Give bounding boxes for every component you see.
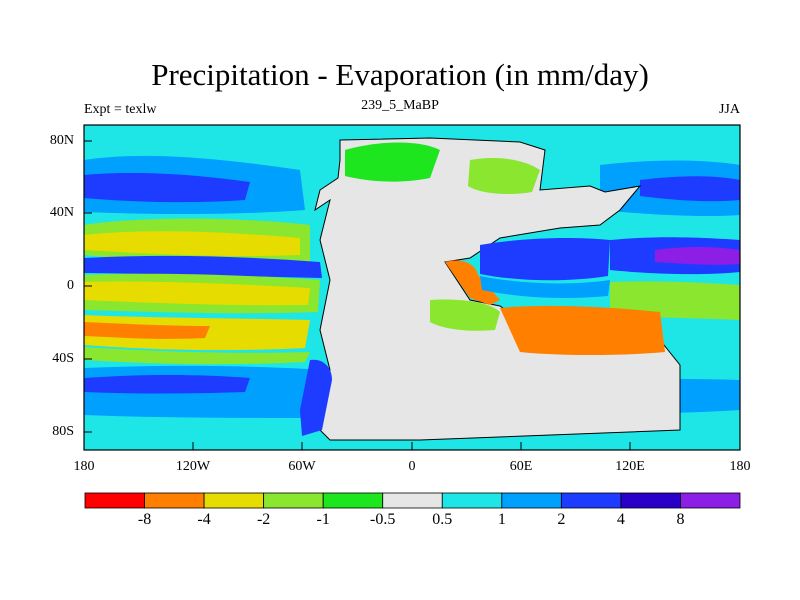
x-tick-label: 120E <box>615 459 645 474</box>
x-tick-label: 60W <box>288 459 316 474</box>
map-panel <box>83 124 741 451</box>
land-dry-south <box>500 305 665 355</box>
colorbar-label: -8 <box>137 511 152 528</box>
colorbar-swatch <box>501 492 562 509</box>
dry-zone-south-pacific-core <box>84 322 210 339</box>
x-tick-label: 60E <box>509 459 533 474</box>
colorbar-label: -0.5 <box>370 511 396 528</box>
wet-band-south-ocean-core <box>84 375 250 394</box>
wet-band-north-tethys-core <box>640 176 740 202</box>
dry-zone-tethys-south <box>610 281 740 320</box>
colorbar-label: -1 <box>316 511 330 528</box>
west-coast-wet <box>300 359 332 436</box>
colorbar-swatch <box>382 492 443 509</box>
wet-band-north-pacific-core <box>84 172 250 203</box>
land-dry-east-coast <box>445 260 500 305</box>
y-tick-label: 40S <box>52 351 74 366</box>
land-dry-north-east <box>468 158 540 194</box>
colorbar-label: -4 <box>197 511 211 528</box>
y-tick-label: 0 <box>67 278 74 293</box>
colorbar-label: -2 <box>256 511 271 528</box>
colorbar-label: 4 <box>616 511 625 528</box>
colorbar-swatch <box>84 492 145 509</box>
wet-band-tethys-core <box>655 246 740 265</box>
experiment-label: Expt = texlw <box>84 102 157 117</box>
land-moist-south <box>430 299 500 331</box>
colorbar <box>84 492 741 509</box>
y-tick-label: 80N <box>49 133 74 148</box>
period-label: 239_5_MaBP <box>361 98 439 113</box>
season-label: JJA <box>718 102 740 117</box>
inner-sea-wet <box>480 237 610 281</box>
y-tick-label: 80S <box>52 424 74 439</box>
colorbar-swatch <box>441 492 503 509</box>
colorbar-swatch <box>680 492 741 509</box>
x-tick-label: 180 <box>729 459 751 474</box>
inner-sea-wet-edge <box>480 276 610 298</box>
colorbar-swatch <box>620 492 681 509</box>
wet-band-equator <box>84 255 322 278</box>
dry-zone-north-pacific-core <box>84 231 300 257</box>
axis-ticks <box>83 140 741 450</box>
y-tick-label: 40N <box>49 205 74 220</box>
x-tick-label: 120W <box>175 459 211 474</box>
colorbar-label: 0.5 <box>432 511 453 528</box>
colorbar-label: 8 <box>676 511 685 528</box>
land-dry-north <box>345 142 440 182</box>
colorbar-label: 1 <box>497 511 506 528</box>
colorbar-swatch <box>144 492 205 509</box>
colorbar-label: 2 <box>557 511 566 528</box>
colorbar-swatch <box>560 492 622 509</box>
dry-zone-south-edge <box>84 347 310 365</box>
colorbar-swatch <box>263 492 324 509</box>
x-tick-label: 180 <box>73 459 95 474</box>
dry-zone-equator-core <box>84 281 310 306</box>
map-title: Precipitation - Evaporation (in mm/day) <box>151 57 649 92</box>
x-tick-label: 0 <box>408 459 416 474</box>
colorbar-swatch <box>203 492 265 509</box>
colorbar-swatch <box>322 492 384 509</box>
